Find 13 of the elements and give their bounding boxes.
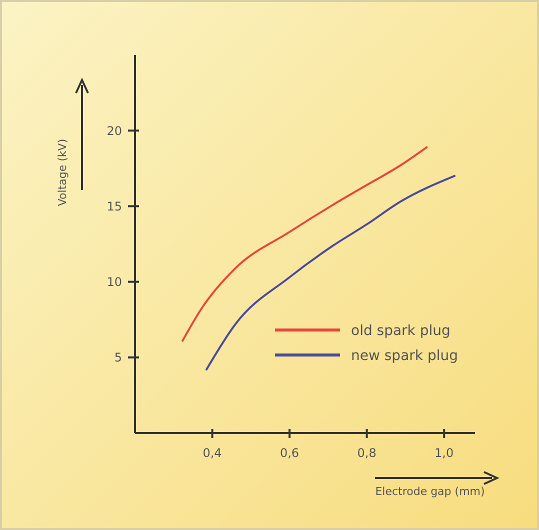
legend-label: new spark plug xyxy=(351,348,458,364)
legend-label: old spark plug xyxy=(351,322,450,339)
x-tick-label: 0,4 xyxy=(202,446,222,460)
x-axis-title: Electrode gap (mm) xyxy=(375,485,485,498)
y-tick-label: 5 xyxy=(114,350,122,365)
y-tick-label: 20 xyxy=(106,124,122,138)
y-tick-label: 15 xyxy=(106,199,122,214)
x-tick-label: 0,6 xyxy=(280,446,300,460)
y-tick-label: 10 xyxy=(106,275,122,289)
line-series xyxy=(205,174,456,370)
x-tick-label: 0,8 xyxy=(357,446,376,460)
x-tick-label: 1,0 xyxy=(434,446,454,460)
y-axis-title: Voltage (kV) xyxy=(56,138,69,206)
